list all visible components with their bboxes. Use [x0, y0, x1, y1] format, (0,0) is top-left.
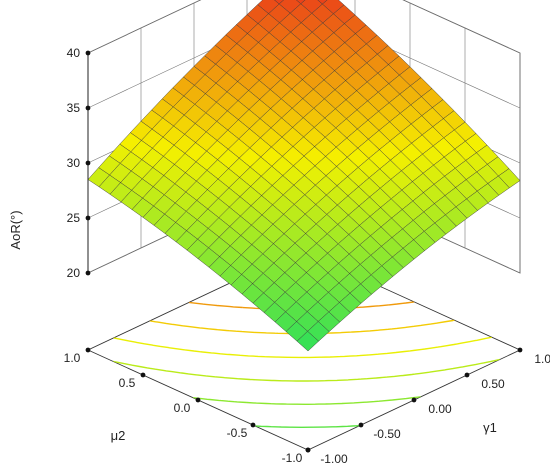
z-tick-label: 35 — [67, 101, 81, 115]
y-tick-mark — [358, 422, 364, 428]
y-tick-label: 0.00 — [428, 402, 452, 416]
z-tick-label: 30 — [67, 156, 81, 170]
y-tick-mark — [464, 372, 470, 378]
z-tick-mark — [85, 270, 91, 276]
x-axis-title: μ2 — [111, 428, 126, 443]
x-tick-mark — [140, 372, 146, 378]
x-tick-label: -0.5 — [227, 426, 248, 440]
y-tick-mark — [517, 347, 523, 353]
response-surface — [87, 0, 521, 352]
y-axis-title: γ1 — [483, 420, 497, 435]
floor-contour-line — [112, 358, 501, 382]
y-tick-mark — [411, 397, 417, 403]
x-tick-label: 0.0 — [174, 401, 191, 415]
z-axis-title: AoR(°) — [8, 210, 23, 249]
z-tick-label: 25 — [67, 211, 81, 225]
x-tick-mark — [85, 347, 91, 353]
x-tick-label: 0.5 — [119, 376, 136, 390]
y-tick-mark — [305, 447, 311, 453]
x-tick-mark — [195, 397, 201, 403]
floor-contour-line — [255, 425, 360, 428]
z-tick-mark — [85, 105, 91, 111]
x-tick-mark — [250, 422, 256, 428]
wall-gridline — [87, 0, 521, 54]
z-tick-mark — [85, 215, 91, 221]
floor-contour-line — [192, 396, 421, 405]
y-tick-label: 1.00 — [534, 352, 550, 366]
surface-patch — [296, 330, 319, 352]
z-tick-mark — [85, 50, 91, 56]
floor-contour-line — [113, 336, 492, 359]
z-tick-label: 20 — [67, 266, 81, 280]
axes: 20 25 30 35 40 1.0 0.5 0.0 -0.5 -1.0 -1.00 -0.50 0.0… — [64, 46, 550, 466]
x-tick-label: -1.0 — [282, 451, 303, 465]
y-tick-label: -1.00 — [320, 452, 348, 466]
z-tick-mark — [85, 160, 91, 166]
z-tick-label: 40 — [67, 46, 81, 60]
y-tick-label: -0.50 — [373, 427, 401, 441]
y-tick-label: 0.50 — [481, 377, 505, 391]
x-tick-label: 1.0 — [64, 351, 81, 365]
